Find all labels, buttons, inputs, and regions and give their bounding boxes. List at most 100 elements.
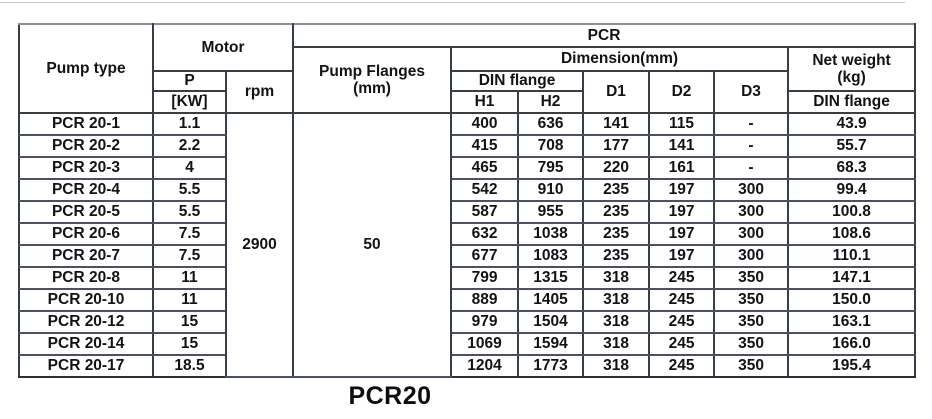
cell-d1: 235: [582, 244, 651, 268]
cell-pump-type: PCR 20-12: [18, 310, 154, 334]
cell-p: 1.1: [152, 112, 227, 136]
header-net-weight-din-flange: DIN flange: [787, 90, 917, 114]
cell-weight: 147.1: [787, 266, 917, 290]
header-pump-flanges-line1: Pump Flanges: [319, 62, 425, 80]
cell-p: 11: [152, 288, 227, 312]
cell-h1: 677: [450, 244, 520, 268]
table-row: PCR 20-3 4 465 795 220 161 - 68.3: [18, 156, 917, 180]
header-row-3: P rpm DIN flange D1 D2 D3: [19, 70, 915, 114]
header-row-2: Pump Flanges (mm) Dimension(mm) Net weigh…: [19, 46, 917, 114]
cell-weight: 99.4: [787, 178, 917, 202]
cell-h1: 415: [450, 134, 520, 158]
cell-pump-type: PCR 20-2: [18, 134, 154, 158]
cell-d2: 115: [648, 112, 716, 136]
cell-h1: 1204: [450, 354, 520, 378]
cell-d3: 300: [713, 178, 790, 202]
table-row: PCR 20-6 7.5 632 1038 235 197 300 108.6: [18, 222, 917, 246]
header-h2: H2: [517, 90, 585, 114]
cell-d1: 141: [582, 112, 651, 136]
cell-d2: 197: [648, 244, 716, 268]
header-p: P: [152, 70, 227, 92]
cell-weight: 68.3: [787, 156, 917, 180]
cell-h1: 889: [450, 288, 520, 312]
cell-d1: 220: [582, 156, 651, 180]
header-rpm: rpm: [224, 70, 295, 114]
cell-d2: 245: [648, 354, 716, 378]
header-row-4: [KW] H1 H2 DIN flange: [19, 90, 917, 114]
cell-d3: 350: [713, 354, 790, 378]
cell-d1: 235: [582, 200, 651, 224]
cell-d3: 350: [713, 288, 790, 312]
cell-d2: 245: [648, 288, 716, 312]
cell-p: 11: [152, 266, 227, 290]
cell-d2: 197: [648, 178, 716, 202]
cell-pump-type: PCR 20-17: [18, 354, 154, 378]
cell-pump-type: PCR 20-1: [18, 112, 154, 136]
table-row: PCR 20-8 11 799 1315 318 245 350 147.1: [18, 266, 917, 290]
cell-d1: 177: [582, 134, 651, 158]
header-d3: D3: [713, 70, 790, 114]
cell-pump-type: PCR 20-3: [18, 156, 154, 180]
cell-p: 15: [152, 332, 227, 356]
cell-p: 4: [152, 156, 227, 180]
cell-d1: 318: [582, 288, 651, 312]
header-h1: H1: [450, 90, 520, 114]
cell-h2: 1504: [517, 310, 585, 334]
cell-pump-type: PCR 20-14: [18, 332, 154, 356]
cell-weight: 150.0: [787, 288, 917, 312]
header-d2: D2: [648, 70, 716, 114]
cell-h2: 910: [517, 178, 585, 202]
cell-p: 2.2: [152, 134, 227, 158]
cell-pump-type: PCR 20-6: [18, 222, 154, 246]
cell-h2: 636: [517, 112, 585, 136]
cell-h1: 979: [450, 310, 520, 334]
cell-h2: 1594: [517, 332, 585, 356]
cell-weight: 195.4: [787, 354, 917, 378]
cell-h1: 1069: [450, 332, 520, 356]
cell-h2: 708: [517, 134, 585, 158]
cell-d2: 245: [648, 266, 716, 290]
cell-p: 5.5: [152, 200, 227, 224]
cell-d1: 318: [582, 332, 651, 356]
table-row: PCR 20-1 1.1 2900 50 400 636 141 115 - 4…: [18, 112, 917, 378]
cell-d3: -: [713, 156, 790, 180]
cell-h2: 1773: [517, 354, 585, 378]
cell-pump-type: PCR 20-5: [18, 200, 154, 224]
cell-h1: 632: [450, 222, 520, 246]
cell-pump-flanges-merged: 50: [292, 112, 453, 378]
header-motor: Motor: [151, 23, 295, 72]
cell-d3: 300: [713, 200, 790, 224]
cell-rpm-merged: 2900: [224, 112, 295, 378]
scan-artifact-line: [0, 2, 905, 3]
cell-weight: 55.7: [787, 134, 917, 158]
header-din-flange: DIN flange: [450, 70, 585, 92]
cell-d2: 197: [648, 200, 716, 224]
cell-d2: 245: [648, 332, 716, 356]
cell-h2: 1315: [517, 266, 585, 290]
cell-d2: 141: [648, 134, 716, 158]
cell-d1: 318: [582, 266, 651, 290]
table-row: PCR 20-17 18.5 1204 1773 318 245 350 195…: [18, 354, 917, 378]
cell-d1: 235: [582, 178, 651, 202]
cell-h2: 1038: [517, 222, 585, 246]
header-pump-type: Pump type: [18, 23, 154, 114]
cell-h1: 587: [450, 200, 520, 224]
cell-h1: 400: [450, 112, 520, 136]
cell-d3: -: [713, 112, 790, 136]
header-dimension: Dimension(mm): [450, 46, 790, 72]
header-pump-flanges: Pump Flanges (mm): [292, 46, 453, 114]
cell-d1: 318: [582, 310, 651, 334]
cell-h2: 955: [517, 200, 585, 224]
cell-d3: 350: [713, 266, 790, 290]
table-row: PCR 20-2 2.2 415 708 177 141 - 55.7: [18, 134, 917, 158]
cell-p: 5.5: [152, 178, 227, 202]
cell-d2: 245: [648, 310, 716, 334]
table-row: PCR 20-10 11 889 1405 318 245 350 150.0: [18, 288, 917, 312]
cell-pump-type: PCR 20-8: [18, 266, 154, 290]
cell-pump-type: PCR 20-10: [18, 288, 154, 312]
cell-h2: 1083: [517, 244, 585, 268]
cell-p: 7.5: [152, 222, 227, 246]
cell-weight: 110.1: [787, 244, 917, 268]
cell-weight: 163.1: [787, 310, 917, 334]
